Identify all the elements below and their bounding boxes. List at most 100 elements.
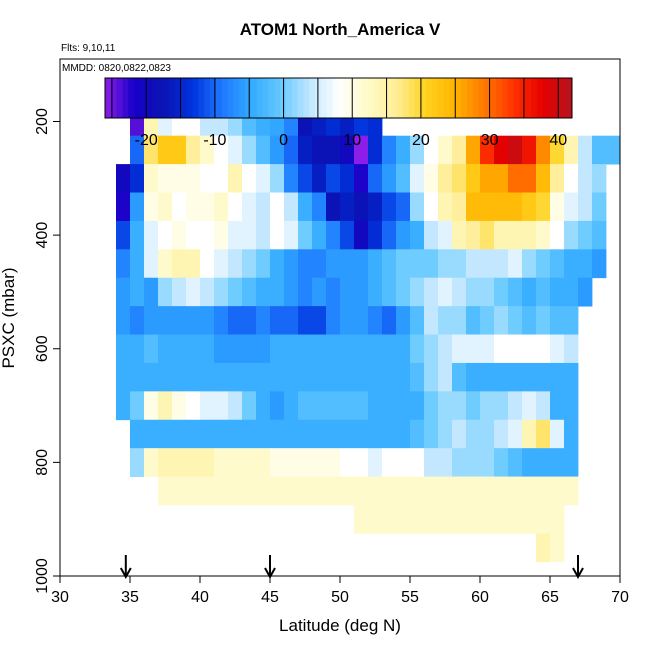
- colorbar-segment: [297, 78, 304, 118]
- heatmap-cell: [326, 362, 341, 392]
- heatmap-cell: [312, 448, 327, 477]
- heatmap-cell: [410, 220, 425, 250]
- heatmap-cell: [466, 448, 481, 477]
- heatmap-cell: [494, 504, 509, 534]
- colorbar-segment: [449, 78, 456, 118]
- heatmap-cell: [172, 192, 187, 222]
- heatmap-cell: [340, 306, 355, 335]
- heatmap-cell: [438, 334, 453, 364]
- colorbar-tick-label: 30: [481, 132, 499, 149]
- heatmap-cell: [410, 476, 425, 506]
- heatmap-cell: [410, 277, 425, 307]
- heatmap-cell: [494, 277, 509, 307]
- heatmap-cell: [536, 391, 551, 421]
- heatmap-cell: [550, 249, 565, 279]
- heatmap-cell: [116, 306, 131, 335]
- heatmap-cell: [550, 277, 565, 307]
- heatmap-cell: [396, 135, 411, 165]
- colorbar-segment: [501, 78, 509, 118]
- heatmap-cell: [550, 504, 565, 534]
- heatmap-cell: [592, 135, 607, 165]
- heatmap-cell: [228, 192, 243, 222]
- heatmap-cell: [200, 391, 215, 421]
- heatmap-cell: [480, 164, 495, 193]
- colorbar-segment: [350, 78, 357, 118]
- heatmap-cell: [270, 391, 285, 421]
- heatmap-cell: [410, 334, 425, 364]
- heatmap-cell: [270, 277, 285, 307]
- heatmap-cell: [158, 249, 173, 279]
- heatmap-cell: [144, 334, 159, 364]
- heatmap-cell: [200, 249, 215, 279]
- heatmap-cell: [424, 220, 439, 250]
- heatmap-cell: [256, 135, 271, 165]
- heatmap-cell: [116, 192, 131, 222]
- heatmap-cell: [256, 192, 271, 222]
- heatmap-cell: [186, 220, 201, 250]
- heatmap-cell: [158, 277, 173, 307]
- heatmap-cell: [438, 419, 453, 449]
- sounding-arrow: [572, 555, 584, 580]
- heatmap-cell: [438, 362, 453, 392]
- heatmap-cell: [354, 362, 369, 392]
- colorbar-segment: [151, 78, 159, 118]
- colorbar-tick-label: 40: [549, 132, 567, 149]
- colorbar-segment: [274, 78, 281, 118]
- heatmap-cell: [158, 448, 173, 477]
- y-tick-label: 600: [34, 335, 51, 362]
- x-axis: 30 35 40 45 50 55 60 65 70: [51, 575, 629, 606]
- heatmap-cell: [494, 164, 509, 193]
- heatmap-cell: [550, 192, 565, 222]
- heatmap-cell: [368, 419, 383, 449]
- heatmap-cell: [508, 476, 523, 506]
- heatmap-cell: [158, 220, 173, 250]
- heatmap-cell: [228, 306, 243, 335]
- heatmap-cell: [186, 249, 201, 279]
- colorbar-segment: [536, 78, 544, 118]
- heatmap-cell: [550, 476, 565, 506]
- colorbar-segment: [303, 78, 310, 118]
- heatmap-cell: [508, 419, 523, 449]
- heatmap-cell: [522, 504, 537, 534]
- heatmap-cell: [298, 476, 313, 506]
- heatmap-cell: [214, 391, 229, 421]
- heatmap-cell: [144, 306, 159, 335]
- heatmap-cell: [438, 391, 453, 421]
- heatmap-cell: [592, 220, 607, 250]
- heatmap-cell: [396, 391, 411, 421]
- heatmap-cell: [480, 448, 495, 477]
- colorbar-segment: [554, 78, 561, 118]
- heatmap-cell: [256, 362, 271, 392]
- heatmap-cell: [214, 164, 229, 193]
- heatmap-cell: [410, 448, 425, 477]
- colorbar-segment: [320, 78, 328, 118]
- heatmap-cell: [200, 277, 215, 307]
- heatmap-cell: [396, 164, 411, 193]
- heatmap-cell: [242, 419, 257, 449]
- heatmap-cell: [368, 164, 383, 193]
- heatmap-cell: [340, 220, 355, 250]
- heatmap-cell: [452, 220, 467, 250]
- colorbar-segment: [163, 78, 170, 118]
- heatmap-cell: [368, 362, 383, 392]
- colorbar-segment: [525, 78, 532, 118]
- heatmap-cell: [410, 306, 425, 335]
- heatmap-cell: [326, 135, 341, 165]
- colorbar: -20 -10 0 10 20 30 40: [104, 77, 573, 149]
- heatmap-cell: [228, 249, 243, 279]
- heatmap-cell: [508, 306, 523, 335]
- heatmap-cell: [494, 448, 509, 477]
- heatmap-cell: [536, 135, 551, 165]
- heatmap-cell: [452, 334, 467, 364]
- heatmap-cell: [466, 220, 481, 250]
- heatmap-cell: [270, 362, 285, 392]
- heatmap-cell: [214, 192, 229, 222]
- heatmap-cell: [536, 476, 551, 506]
- heatmap-cell: [284, 306, 299, 335]
- heatmap-cell: [382, 334, 397, 364]
- heatmap-cell: [536, 504, 551, 534]
- colorbar-segment: [566, 78, 573, 118]
- dates-label: MMDD: 0820,0822,0823: [62, 63, 171, 74]
- y-tick-label: 400: [34, 222, 51, 249]
- colorbar-segment: [169, 78, 176, 118]
